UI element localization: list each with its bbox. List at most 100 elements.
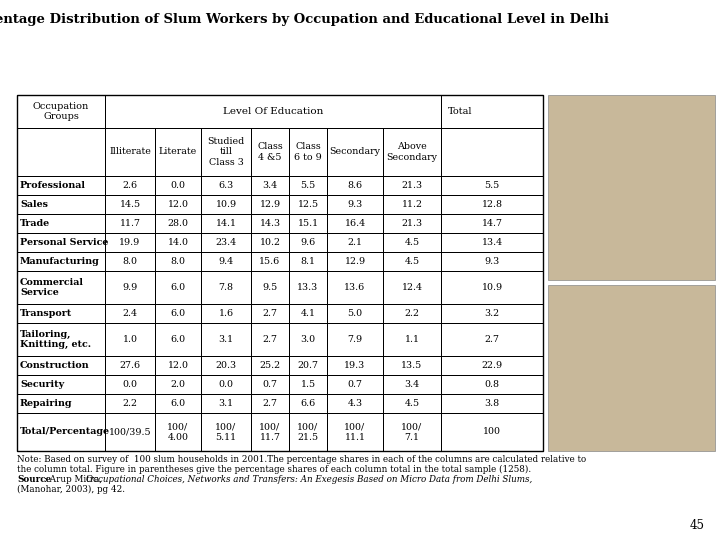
Bar	[201, 214, 251, 233]
Text: Tailoring,
Knitting, etc.: Tailoring, Knitting, etc.	[20, 330, 91, 349]
Text: Percentage Distribution of Slum Workers by Occupation and Educational Level in D: Percentage Distribution of Slum Workers …	[0, 13, 608, 26]
Text: (Manohar, 2003), pg 42.: (Manohar, 2003), pg 42.	[17, 484, 125, 494]
Bar	[155, 375, 201, 394]
Bar	[105, 394, 155, 413]
Text: 2.0: 2.0	[171, 380, 186, 389]
Text: 5.0: 5.0	[348, 309, 363, 318]
Bar	[105, 128, 155, 176]
Bar	[155, 394, 201, 413]
Text: 19.9: 19.9	[120, 238, 140, 247]
Bar	[17, 271, 105, 304]
Bar	[289, 304, 327, 323]
Text: 3.4: 3.4	[262, 181, 278, 190]
Bar	[155, 271, 201, 304]
Bar	[17, 394, 105, 413]
Bar	[383, 214, 441, 233]
Text: 15.6: 15.6	[259, 257, 281, 266]
Text: Class
6 to 9: Class 6 to 9	[294, 143, 322, 161]
Text: Construction: Construction	[20, 361, 89, 370]
Bar	[289, 233, 327, 252]
Bar	[155, 323, 201, 356]
Text: Class
4 &5: Class 4 &5	[257, 143, 283, 161]
Text: 21.3: 21.3	[402, 219, 423, 228]
Text: Manufacturing: Manufacturing	[20, 257, 100, 266]
Text: 3.2: 3.2	[485, 309, 500, 318]
Bar	[289, 195, 327, 214]
Text: Illiterate: Illiterate	[109, 147, 151, 157]
Bar	[289, 413, 327, 451]
Text: Note: Based on survey of  100 slum households in 2001.The percentage shares in e: Note: Based on survey of 100 slum househ…	[17, 455, 586, 464]
Bar	[201, 176, 251, 195]
Bar	[289, 356, 327, 375]
Bar	[17, 323, 105, 356]
Text: 14.3: 14.3	[259, 219, 281, 228]
Bar	[441, 271, 543, 304]
Bar	[289, 375, 327, 394]
Text: the column total. Figure in parentheses give the percentage shares of each colum: the column total. Figure in parentheses …	[17, 464, 531, 474]
Bar	[327, 304, 383, 323]
Bar	[383, 128, 441, 176]
Text: 2.7: 2.7	[485, 335, 500, 344]
Text: 12.0: 12.0	[168, 361, 189, 370]
Bar	[289, 323, 327, 356]
Text: 100/
21.5: 100/ 21.5	[297, 422, 319, 442]
Text: 0.7: 0.7	[348, 380, 362, 389]
Bar	[155, 214, 201, 233]
Bar	[441, 195, 543, 214]
Bar	[201, 323, 251, 356]
Bar	[383, 233, 441, 252]
Text: 20.3: 20.3	[215, 361, 237, 370]
Bar	[383, 271, 441, 304]
Text: 8.0: 8.0	[171, 257, 186, 266]
Bar	[251, 413, 289, 451]
Bar	[327, 394, 383, 413]
Text: Repairing: Repairing	[20, 399, 73, 408]
Text: 6.0: 6.0	[171, 399, 186, 408]
Text: 28.0: 28.0	[168, 219, 189, 228]
Text: 12.5: 12.5	[297, 200, 318, 209]
Bar	[155, 252, 201, 271]
Bar	[17, 413, 105, 451]
Text: 12.0: 12.0	[168, 200, 189, 209]
Text: 3.8: 3.8	[485, 399, 500, 408]
Text: 10.2: 10.2	[259, 238, 281, 247]
Text: 20.7: 20.7	[297, 361, 318, 370]
Text: 4.5: 4.5	[405, 399, 420, 408]
Bar	[155, 356, 201, 375]
Text: 25.2: 25.2	[259, 361, 281, 370]
Bar	[155, 195, 201, 214]
Bar	[155, 413, 201, 451]
Text: 15.1: 15.1	[297, 219, 318, 228]
Text: Above
Secondary: Above Secondary	[387, 143, 438, 161]
Bar	[289, 394, 327, 413]
Bar	[155, 233, 201, 252]
Text: 7.9: 7.9	[348, 335, 363, 344]
Text: 100/39.5: 100/39.5	[109, 428, 151, 436]
Text: 12.9: 12.9	[344, 257, 366, 266]
Bar	[17, 176, 105, 195]
Bar	[327, 176, 383, 195]
Text: 10.9: 10.9	[215, 200, 237, 209]
Bar	[17, 375, 105, 394]
Text: 1.5: 1.5	[300, 380, 315, 389]
Text: 2.1: 2.1	[348, 238, 362, 247]
Text: 13.5: 13.5	[401, 361, 423, 370]
Text: 1.1: 1.1	[405, 335, 420, 344]
Text: Secondary: Secondary	[330, 147, 380, 157]
Text: 7.8: 7.8	[218, 283, 233, 292]
Bar	[201, 195, 251, 214]
Text: 1.0: 1.0	[122, 335, 138, 344]
Bar	[441, 394, 543, 413]
Bar	[251, 128, 289, 176]
Bar	[251, 323, 289, 356]
Text: 4.5: 4.5	[405, 257, 420, 266]
Text: 5.5: 5.5	[300, 181, 315, 190]
Text: Studied
till
Class 3: Studied till Class 3	[207, 137, 245, 167]
Text: 8.0: 8.0	[122, 257, 138, 266]
Bar	[251, 304, 289, 323]
Bar	[201, 128, 251, 176]
Bar	[105, 176, 155, 195]
Bar	[251, 233, 289, 252]
Bar	[201, 356, 251, 375]
Text: 14.0: 14.0	[168, 238, 189, 247]
